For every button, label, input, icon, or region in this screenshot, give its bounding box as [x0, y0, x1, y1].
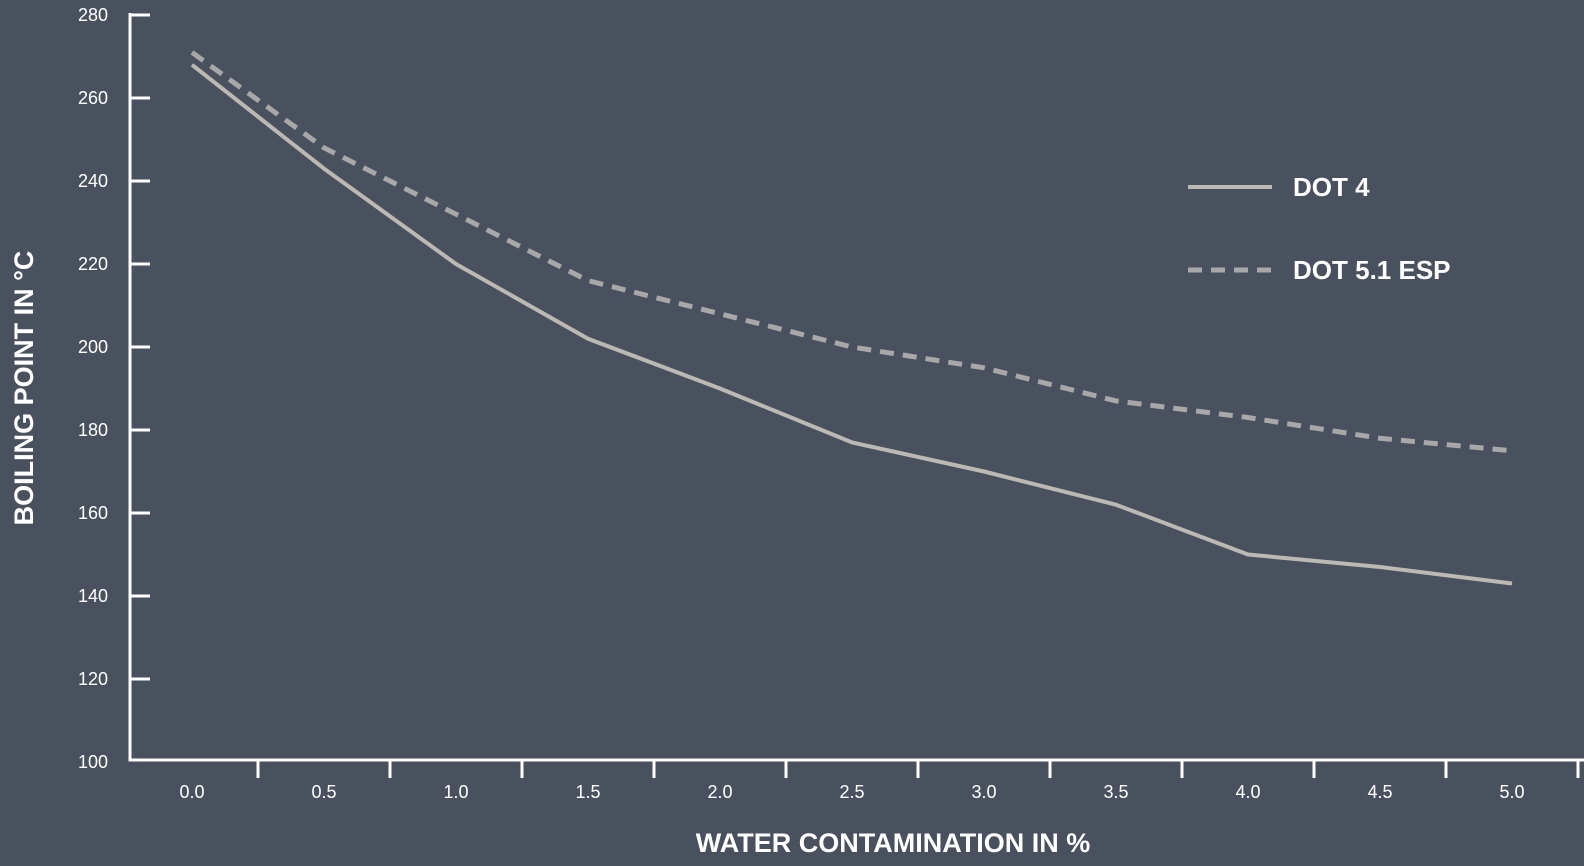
legend-label-dot4: DOT 4 [1293, 172, 1370, 202]
x-axis: 0.0 0.5 1.0 1.5 2.0 2.5 3.0 3.5 4.0 4.5 5.0 [128, 758, 1584, 802]
y-axis-title: BOILING POINT IN °C [9, 251, 39, 526]
x-tick-label: 1.0 [443, 782, 468, 802]
series-line-dot51-esp [190, 50, 1513, 454]
x-tick-label: 2.0 [707, 782, 732, 802]
series-lines [190, 50, 1513, 586]
x-tick-label: 3.5 [1103, 782, 1128, 802]
x-tick-label: 0.5 [311, 782, 336, 802]
series-line-dot4 [190, 63, 1513, 586]
y-tick-label: 120 [78, 669, 108, 689]
y-tick-label: 180 [78, 420, 108, 440]
x-tick-label: 0.0 [179, 782, 204, 802]
x-tick-label: 1.5 [575, 782, 600, 802]
x-tick-label: 5.0 [1499, 782, 1524, 802]
legend-label-dot51: DOT 5.1 ESP [1293, 255, 1451, 285]
x-tick-label: 3.0 [971, 782, 996, 802]
y-axis: 100 120 140 160 180 200 220 240 260 280 [78, 5, 150, 772]
y-tick-label: 260 [78, 88, 108, 108]
legend: DOT 4 DOT 5.1 ESP [1188, 172, 1451, 285]
x-tick-label: 4.0 [1235, 782, 1260, 802]
x-tick-label: 2.5 [839, 782, 864, 802]
x-tick-label: 4.5 [1367, 782, 1392, 802]
y-tick-label: 240 [78, 171, 108, 191]
y-tick-label: 160 [78, 503, 108, 523]
y-tick-label: 200 [78, 337, 108, 357]
x-axis-title: WATER CONTAMINATION IN % [696, 828, 1090, 858]
y-tick-label: 220 [78, 254, 108, 274]
y-tick-label: 140 [78, 586, 108, 606]
y-tick-label: 280 [78, 5, 108, 25]
y-tick-label: 100 [78, 752, 108, 772]
